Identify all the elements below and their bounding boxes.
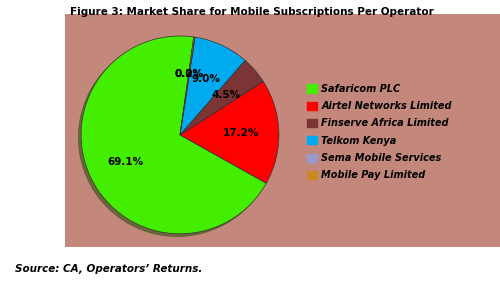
Wedge shape (180, 37, 195, 135)
Wedge shape (180, 37, 245, 135)
Text: 4.5%: 4.5% (212, 90, 241, 100)
Text: Source: CA, Operators’ Returns.: Source: CA, Operators’ Returns. (15, 264, 202, 274)
Legend: Safaricom PLC, Airtel Networks Limited, Finserve Africa Limited, Telkom Kenya, S: Safaricom PLC, Airtel Networks Limited, … (305, 82, 454, 182)
Wedge shape (180, 60, 264, 135)
Text: 0.0%: 0.0% (175, 69, 204, 79)
Text: Figure 3: Market Share for Mobile Subscriptions Per Operator: Figure 3: Market Share for Mobile Subscr… (70, 7, 434, 17)
Text: 17.2%: 17.2% (223, 128, 260, 138)
Wedge shape (81, 36, 266, 234)
Text: 0.2%: 0.2% (174, 69, 204, 79)
Wedge shape (180, 81, 279, 183)
Wedge shape (180, 37, 195, 135)
Text: 9.0%: 9.0% (192, 74, 220, 84)
Text: 69.1%: 69.1% (107, 157, 143, 167)
